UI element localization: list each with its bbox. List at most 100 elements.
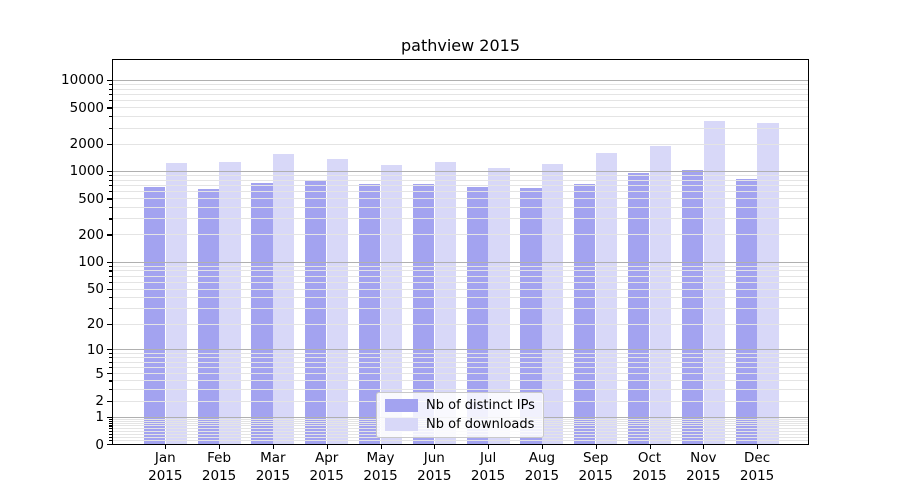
gridline-minor [113,207,808,209]
x-tick-label-sep: Sep 2015 [566,450,626,485]
y-minor-tick-mark [109,265,112,267]
y-tick-mark [106,170,112,173]
legend-label-distinct-ips: Nb of distinct IPs [426,398,535,414]
y-tick-label: 500 [78,190,104,207]
y-minor-tick-mark [109,423,112,425]
x-tick-mark [703,445,705,449]
gridline-major [113,170,808,172]
x-tick-label-line: Aug [528,450,556,466]
y-tick-mark [106,349,112,351]
y-minor-tick-mark [109,275,112,277]
bar-downloads-apr [326,158,349,444]
x-tick-label-line: Jun [423,450,445,466]
x-tick-label-line: Mar [260,450,286,466]
bar-distinct-ips-jul [466,187,488,444]
gridline-minor [113,281,808,283]
bar-distinct-ips-aug [520,188,542,444]
y-minor-tick-mark [109,270,112,272]
y-tick-label: 50 [86,281,104,298]
plot-area [112,59,809,445]
y-tick-label: 10 [86,341,104,358]
y-minor-tick-mark [109,185,112,187]
y-tick-mark [106,373,112,375]
x-tick-mark [595,445,597,449]
gridline-minor [113,270,808,272]
y-minor-tick-mark [109,427,112,430]
y-tick-label: 20 [86,316,104,333]
gridline-minor [113,84,808,86]
y-tick-label: 10000 [61,72,104,89]
y-tick-label: 5 [95,365,104,382]
bar-downloads-oct [649,146,672,444]
y-tick-label: 100 [78,254,104,271]
y-tick-label: 1 [95,409,104,426]
y-minor-tick-mark [109,357,112,359]
bar-distinct-ips-mar [251,183,273,444]
gridline-minor [113,88,808,90]
x-tick-label-line: Dec [744,450,771,466]
y-tick-label: 200 [78,226,104,243]
y-minor-tick-mark [109,218,112,220]
y-minor-tick-mark [109,127,112,129]
gridline-minor [113,179,808,181]
y-minor-tick-mark [109,191,112,193]
bar-downloads-mar [273,154,295,444]
y-tick-mark [106,323,112,325]
x-tick-mark [165,445,167,449]
y-minor-tick-mark [109,353,112,355]
y-tick-mark [106,79,112,82]
gridline-minor [113,361,808,363]
bar-distinct-ips-nov [681,170,704,444]
y-minor-tick-mark [109,100,112,102]
y-tick-mark [106,288,112,290]
bar-distinct-ips-apr [305,181,327,444]
x-tick-label-line: Feb [207,450,232,466]
legend-item-distinct-ips: Nb of distinct IPs [385,398,535,413]
bar-downloads-dec [757,123,779,444]
x-tick-label-jan: Jan 2015 [135,450,195,485]
y-minor-tick-mark [109,380,112,382]
gridline-minor [113,357,808,359]
x-tick-label-line: 2015 [363,467,398,484]
y-minor-tick-mark [109,389,112,391]
gridline-minor [113,297,808,299]
y-minor-tick-mark [109,361,112,363]
y-minor-tick-mark [109,308,112,310]
x-tick-label-line: Jan [154,450,176,466]
x-tick-label-line: Apr [315,450,339,466]
y-tick-label: 1000 [69,163,104,180]
y-tick-label: 5000 [69,99,104,116]
gridline-minor [113,265,808,267]
legend-swatch-downloads [385,417,418,431]
y-minor-tick-mark [109,88,112,90]
bar-downloads-jul [488,168,510,444]
bar-distinct-ips-feb [197,188,219,444]
bars-layer [113,60,808,444]
y-minor-tick-mark [109,440,112,442]
bar-downloads-sep [595,153,618,444]
gridline-minor [113,234,808,236]
legend: Nb of distinct IPs Nb of downloads [376,392,544,438]
gridline-minor [113,143,808,145]
gridline-major [113,349,808,351]
x-tick-label-apr: Apr 2015 [297,450,357,485]
x-tick-label-line: 2015 [309,467,344,484]
x-tick-label-line: May [366,450,395,466]
gridline-minor [113,389,808,391]
x-tick-mark [541,445,544,449]
x-tick-mark [434,445,436,449]
y-minor-tick-mark [109,116,112,118]
gridline-minor [113,100,808,102]
y-minor-tick-mark [109,420,112,422]
legend-item-downloads: Nb of downloads [385,417,535,432]
chart-title: pathview 2015 [400,36,521,55]
x-tick-label-line: 2015 [578,467,613,484]
gridline-minor [113,107,808,109]
y-tick-label: 2000 [69,136,104,153]
x-tick-label-line: 2015 [255,467,291,484]
x-tick-mark [649,445,651,449]
x-tick-label-oct: Oct 2015 [620,450,680,485]
gridline-minor [113,94,808,96]
gridline-major [113,79,808,81]
